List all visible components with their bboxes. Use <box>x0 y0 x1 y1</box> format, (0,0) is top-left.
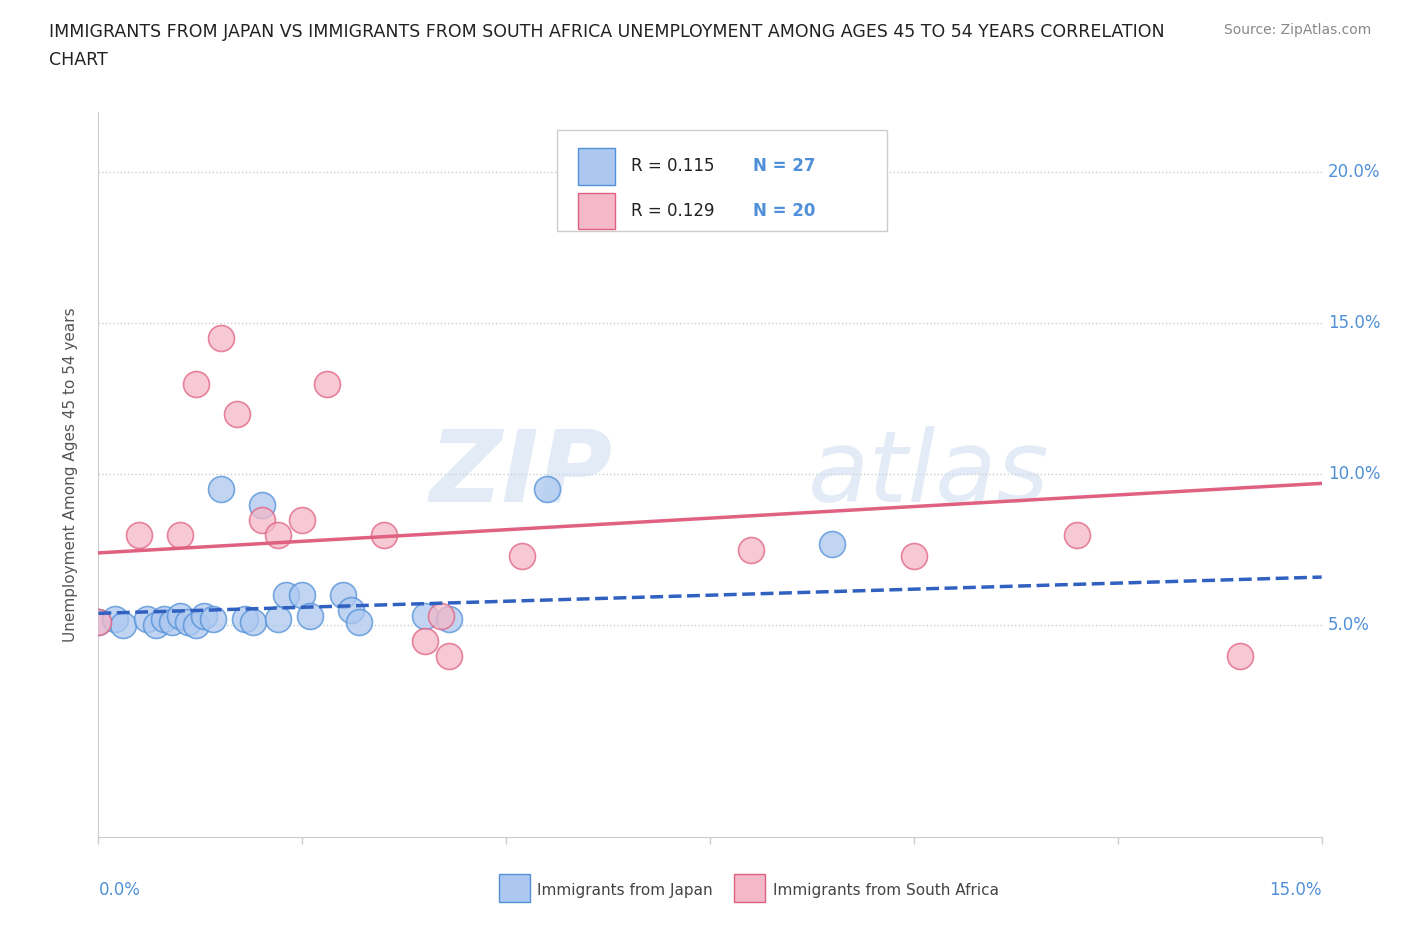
Point <box>576 210 599 225</box>
Point <box>821 537 844 551</box>
Point <box>274 588 297 603</box>
Point <box>250 512 273 527</box>
Text: atlas: atlas <box>808 426 1049 523</box>
Point <box>430 609 453 624</box>
Text: R = 0.129: R = 0.129 <box>630 202 714 219</box>
Text: ZIP: ZIP <box>429 426 612 523</box>
Point <box>186 618 208 633</box>
Point <box>111 618 134 633</box>
Point <box>226 406 249 421</box>
Point <box>87 615 110 630</box>
Point <box>349 615 371 630</box>
Text: 15.0%: 15.0% <box>1270 881 1322 898</box>
Text: Immigrants from Japan: Immigrants from Japan <box>537 883 713 897</box>
Point <box>413 633 436 648</box>
Text: IMMIGRANTS FROM JAPAN VS IMMIGRANTS FROM SOUTH AFRICA UNEMPLOYMENT AMONG AGES 45: IMMIGRANTS FROM JAPAN VS IMMIGRANTS FROM… <box>49 23 1164 41</box>
Point <box>145 618 167 633</box>
Point <box>136 612 159 627</box>
Point <box>242 615 264 630</box>
Point <box>1066 527 1088 542</box>
Text: N = 27: N = 27 <box>752 157 815 176</box>
FancyBboxPatch shape <box>578 148 614 184</box>
Point <box>437 612 460 627</box>
Point <box>250 497 273 512</box>
Text: CHART: CHART <box>49 51 108 69</box>
Text: 15.0%: 15.0% <box>1327 314 1381 332</box>
Point <box>160 615 183 630</box>
Point <box>87 615 110 630</box>
Text: 0.0%: 0.0% <box>98 881 141 898</box>
Point <box>209 331 232 346</box>
Point <box>128 527 150 542</box>
Text: Immigrants from South Africa: Immigrants from South Africa <box>773 883 1000 897</box>
Text: R = 0.115: R = 0.115 <box>630 157 714 176</box>
Y-axis label: Unemployment Among Ages 45 to 54 years: Unemployment Among Ages 45 to 54 years <box>63 307 77 642</box>
Point <box>169 609 191 624</box>
Point <box>169 527 191 542</box>
FancyBboxPatch shape <box>578 193 614 229</box>
Point <box>340 603 363 618</box>
Point <box>104 612 127 627</box>
Point <box>291 512 314 527</box>
Point <box>201 612 224 627</box>
Text: N = 20: N = 20 <box>752 202 815 219</box>
Point <box>267 612 290 627</box>
Point <box>299 609 322 624</box>
Text: 5.0%: 5.0% <box>1327 617 1369 634</box>
Point <box>193 609 215 624</box>
Point <box>512 549 534 564</box>
Point <box>413 609 436 624</box>
Point <box>152 612 174 627</box>
Point <box>536 482 558 497</box>
Text: 10.0%: 10.0% <box>1327 465 1381 484</box>
Point <box>315 376 337 391</box>
Text: 20.0%: 20.0% <box>1327 163 1381 181</box>
Point <box>437 648 460 663</box>
Point <box>903 549 925 564</box>
Point <box>740 542 762 557</box>
Point <box>332 588 354 603</box>
Point <box>209 482 232 497</box>
Point <box>1229 648 1251 663</box>
Point <box>267 527 290 542</box>
Point <box>373 527 395 542</box>
FancyBboxPatch shape <box>557 130 887 232</box>
Point <box>177 615 200 630</box>
Point <box>291 588 314 603</box>
Text: Source: ZipAtlas.com: Source: ZipAtlas.com <box>1223 23 1371 37</box>
Point <box>233 612 256 627</box>
Point <box>186 376 208 391</box>
